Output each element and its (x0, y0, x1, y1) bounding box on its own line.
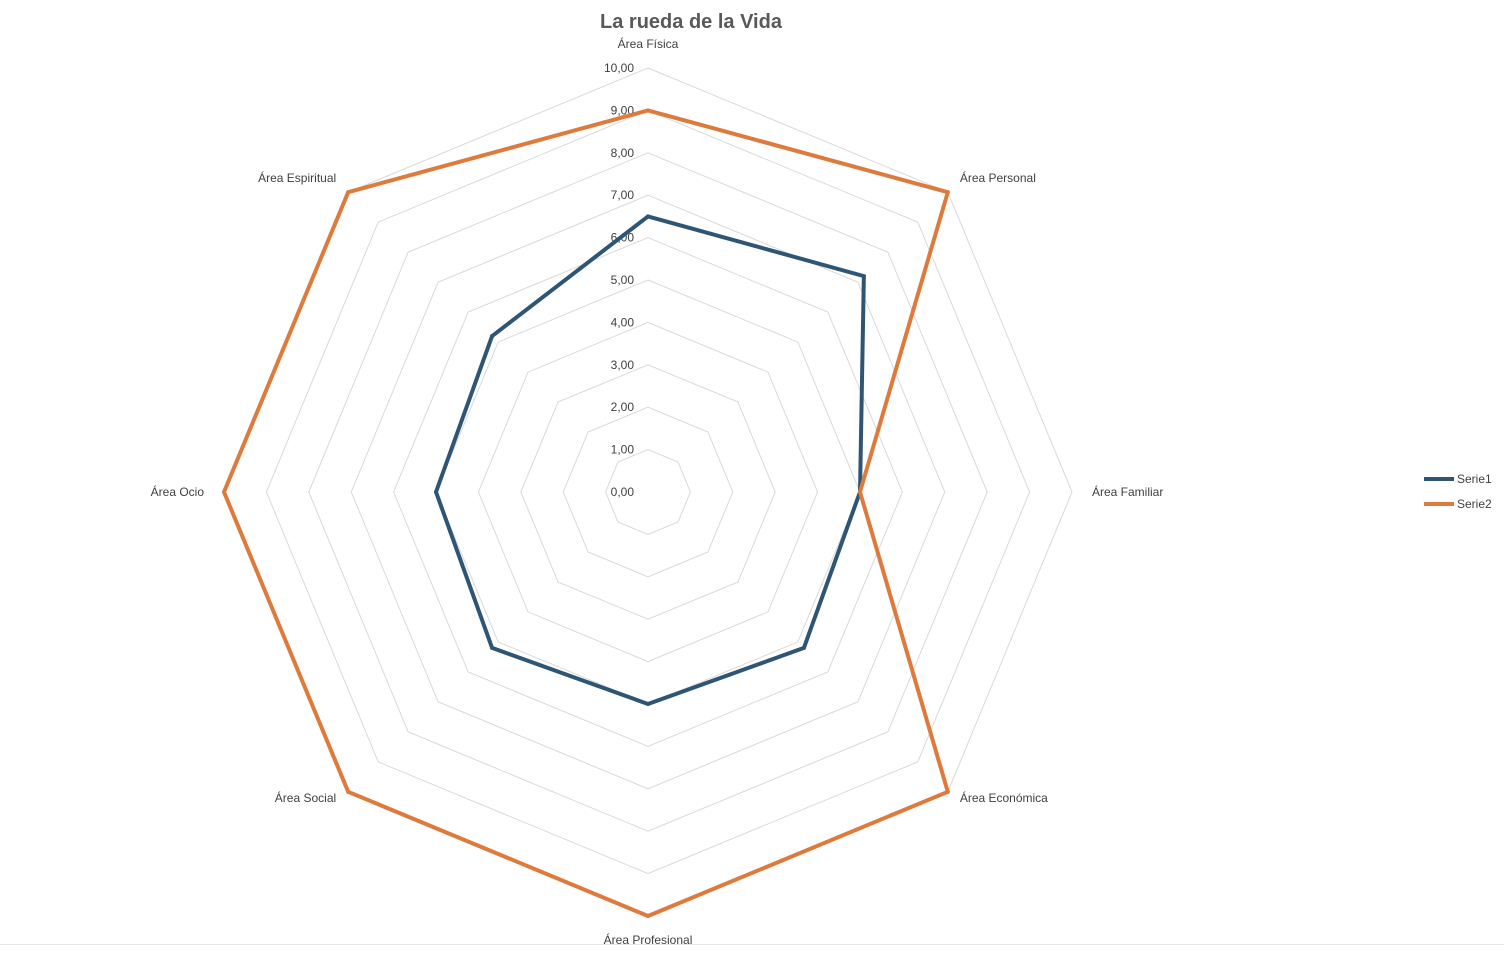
grid-ring-9 (265, 109, 1031, 875)
grid-ring-4 (477, 321, 819, 663)
series-1-point (646, 702, 650, 706)
series-lines (222, 108, 950, 918)
legend-label: Serie2 (1457, 497, 1492, 511)
series-1-point (801, 645, 806, 650)
radial-tick-label: 2,00 (611, 400, 635, 414)
category-label: Área Económica (960, 790, 1048, 805)
series-2-point (346, 789, 351, 794)
series-1-point (861, 274, 866, 279)
grid-ring-7 (350, 194, 946, 790)
radial-tick-label: 3,00 (611, 358, 635, 372)
category-label: Área Profesional (604, 932, 693, 947)
category-label: Área Espiritual (258, 170, 336, 185)
category-label: Área Ocio (151, 484, 205, 499)
series-2-point (222, 490, 226, 494)
grid-ring-8 (308, 152, 988, 832)
category-label: Área Familiar (1092, 484, 1163, 499)
radar-grid (223, 67, 1073, 917)
radial-tick-label: 4,00 (611, 315, 635, 329)
radial-tick-label: 0,00 (611, 485, 635, 499)
grid-ring-3 (520, 364, 776, 620)
series-2-point (945, 789, 950, 794)
radial-tick-label: 10,00 (604, 61, 634, 75)
category-label: Área Social (275, 790, 336, 805)
legend-label: Serie1 (1457, 472, 1492, 486)
series-2-point (646, 914, 650, 918)
bottom-axis-ticks (0, 944, 1504, 945)
series-1-point (434, 490, 438, 494)
series-2-point (346, 190, 351, 195)
series-1-point (490, 334, 495, 339)
legend: Serie1 Serie2 (1424, 472, 1492, 511)
series-2-point (858, 490, 862, 494)
series-1-point (490, 645, 495, 650)
radial-tick-label: 5,00 (611, 273, 635, 287)
series-line-1 (434, 214, 866, 706)
radial-tick-label: 7,00 (611, 188, 635, 202)
grid-ring-5 (435, 279, 861, 705)
grid-ring-1 (605, 449, 691, 535)
chart-title: La rueda de la Vida (600, 11, 783, 33)
radial-tick-label: 1,00 (611, 443, 635, 457)
series-2-point (646, 108, 650, 113)
category-labels: Área Física Área Personal Área Familiar Áre… (151, 36, 1164, 947)
series-2-point (945, 190, 950, 195)
grid-ring-6 (393, 237, 903, 747)
radial-tick-label: 8,00 (611, 146, 635, 160)
series-1-point (646, 214, 650, 219)
radial-axis-ticks: 0,001,002,003,004,005,006,007,008,009,00… (604, 61, 634, 499)
category-label: Área Personal (960, 170, 1036, 185)
category-label: Área Física (618, 36, 679, 51)
grid-ring-2 (562, 406, 734, 578)
